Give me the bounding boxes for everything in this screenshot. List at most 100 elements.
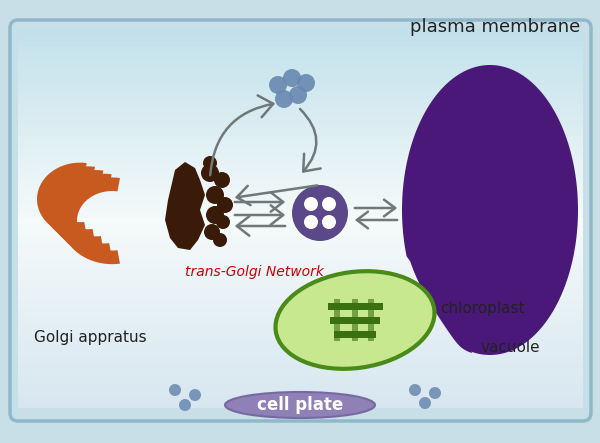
Bar: [18, 41, 583, 47]
Circle shape: [322, 197, 336, 211]
Circle shape: [206, 186, 224, 204]
Bar: [18, 117, 583, 123]
Bar: [18, 243, 583, 250]
Ellipse shape: [225, 392, 375, 418]
Bar: [334, 330, 376, 338]
Bar: [18, 288, 583, 294]
Circle shape: [269, 76, 287, 94]
Bar: [18, 307, 583, 313]
Bar: [18, 326, 583, 332]
Bar: [18, 300, 583, 307]
Bar: [18, 224, 583, 231]
Bar: [368, 299, 374, 341]
Circle shape: [304, 215, 318, 229]
Bar: [18, 364, 583, 370]
Polygon shape: [402, 65, 578, 355]
Text: vacuole: vacuole: [481, 340, 540, 355]
Bar: [18, 256, 583, 262]
Bar: [18, 250, 583, 256]
Circle shape: [206, 206, 224, 224]
Bar: [18, 281, 583, 288]
FancyArrowPatch shape: [235, 205, 283, 225]
FancyArrowPatch shape: [355, 200, 395, 216]
Bar: [18, 142, 583, 148]
Bar: [18, 72, 583, 79]
Bar: [18, 206, 583, 212]
Circle shape: [275, 90, 293, 108]
Bar: [18, 47, 583, 53]
Circle shape: [217, 197, 233, 213]
Circle shape: [419, 397, 431, 409]
Bar: [18, 161, 583, 167]
Bar: [18, 148, 583, 155]
Bar: [18, 218, 583, 224]
Bar: [18, 332, 583, 338]
Polygon shape: [165, 162, 205, 250]
Circle shape: [409, 384, 421, 396]
Bar: [18, 193, 583, 199]
FancyArrowPatch shape: [235, 192, 283, 212]
Text: chloroplast: chloroplast: [440, 300, 524, 315]
Bar: [334, 299, 340, 341]
Circle shape: [204, 224, 220, 240]
Bar: [18, 91, 583, 97]
Bar: [18, 174, 583, 180]
Bar: [18, 155, 583, 161]
Bar: [18, 123, 583, 129]
Circle shape: [179, 399, 191, 411]
Circle shape: [169, 384, 181, 396]
Bar: [18, 313, 583, 319]
FancyArrowPatch shape: [210, 95, 273, 175]
Circle shape: [429, 387, 441, 399]
Bar: [18, 129, 583, 136]
Circle shape: [189, 389, 201, 401]
Text: trans-Golgi Network: trans-Golgi Network: [185, 265, 324, 279]
Polygon shape: [49, 170, 103, 250]
Text: cell plate: cell plate: [257, 396, 343, 414]
Text: Golgi appratus: Golgi appratus: [34, 330, 146, 345]
Bar: [18, 97, 583, 104]
Bar: [18, 237, 583, 243]
Bar: [18, 389, 583, 395]
Text: plasma membrane: plasma membrane: [410, 18, 580, 36]
Bar: [18, 79, 583, 85]
Bar: [18, 345, 583, 351]
Circle shape: [297, 74, 315, 92]
Circle shape: [292, 185, 348, 241]
FancyArrowPatch shape: [300, 109, 321, 171]
Bar: [18, 395, 583, 402]
Bar: [18, 187, 583, 193]
Polygon shape: [37, 163, 87, 236]
Bar: [18, 351, 583, 358]
Polygon shape: [55, 174, 112, 257]
Bar: [330, 316, 380, 323]
Bar: [18, 402, 583, 408]
Circle shape: [214, 172, 230, 188]
Ellipse shape: [275, 271, 434, 369]
Bar: [328, 303, 383, 310]
Circle shape: [289, 86, 307, 104]
Circle shape: [322, 215, 336, 229]
Bar: [18, 370, 583, 377]
Bar: [18, 262, 583, 268]
Bar: [18, 104, 583, 110]
Bar: [18, 66, 583, 72]
Bar: [18, 319, 583, 326]
Bar: [18, 85, 583, 91]
Bar: [18, 212, 583, 218]
FancyArrowPatch shape: [237, 216, 285, 236]
Circle shape: [304, 197, 318, 211]
Circle shape: [283, 69, 301, 87]
Bar: [352, 299, 358, 341]
Bar: [18, 180, 583, 187]
Bar: [18, 35, 583, 41]
Circle shape: [216, 215, 230, 229]
Circle shape: [201, 164, 219, 182]
Bar: [18, 377, 583, 383]
Polygon shape: [43, 167, 95, 243]
Bar: [18, 199, 583, 206]
Bar: [18, 28, 583, 35]
Circle shape: [213, 233, 227, 247]
Bar: [18, 231, 583, 237]
Bar: [18, 275, 583, 281]
